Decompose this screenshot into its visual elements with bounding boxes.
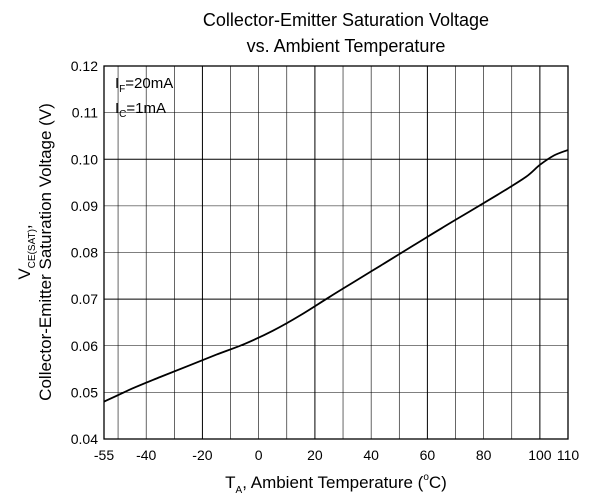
- y-tick-label: 0.06: [71, 338, 98, 354]
- y-tick-label: 0.08: [71, 245, 98, 261]
- x-tick-label: 60: [420, 447, 436, 463]
- x-tick-label: 80: [476, 447, 492, 463]
- y-tick-label: 0.09: [71, 198, 98, 214]
- x-axis-ticks: -55 -40 -20 0 20 40 60 80 100 110: [94, 447, 579, 463]
- y-tick-label: 0.07: [71, 291, 98, 307]
- y-tick-label: 0.04: [71, 431, 98, 447]
- condition-if: IF=20mA: [115, 75, 173, 95]
- x-tick-label: 110: [557, 447, 580, 463]
- y-tick-label: 0.10: [71, 151, 98, 167]
- y-axis-title-line1: VCE(SAT),: [15, 224, 38, 279]
- y-tick-label: 0.05: [71, 384, 98, 400]
- test-conditions: IF=20mA IC=1mA: [115, 75, 173, 120]
- condition-ic: IC=1mA: [115, 100, 166, 120]
- x-tick-label: 0: [255, 447, 263, 463]
- x-tick-label: 20: [307, 447, 323, 463]
- grid: [104, 66, 568, 439]
- x-axis-title: TA, Ambient Temperature (oC): [225, 472, 447, 496]
- x-tick-label: -55: [94, 447, 114, 463]
- x-tick-label: -40: [136, 447, 156, 463]
- x-tick-label: 40: [363, 447, 379, 463]
- y-axis-ticks: 0.04 0.05 0.06 0.07 0.08 0.09 0.10 0.11 0.12: [71, 58, 98, 447]
- y-axis-title-line2: Collector-Emitter Saturation Voltage (V): [36, 103, 55, 401]
- y-tick-label: 0.12: [71, 58, 98, 74]
- plot-frame: [103, 65, 569, 440]
- x-tick-label: -20: [192, 447, 212, 463]
- y-tick-label: 0.11: [72, 105, 98, 121]
- series-line: [103, 149, 569, 403]
- chart-title-line1: Collector-Emitter Saturation Voltage: [203, 10, 489, 30]
- x-tick-label: 100: [528, 447, 552, 463]
- chart-title-line2: vs. Ambient Temperature: [247, 36, 446, 56]
